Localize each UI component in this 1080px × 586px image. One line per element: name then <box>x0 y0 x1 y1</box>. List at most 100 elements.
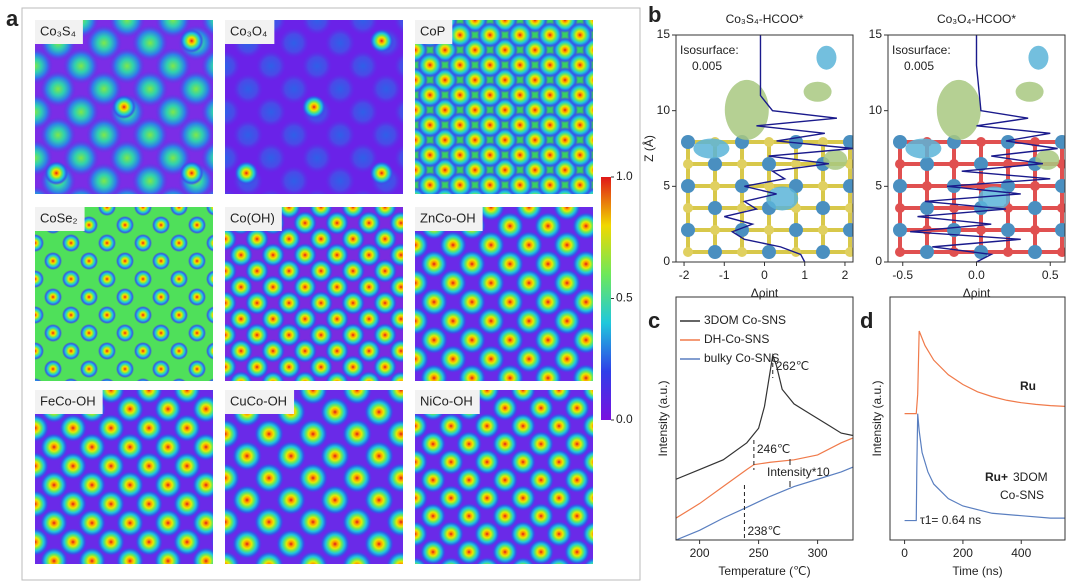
panel-label: d <box>860 308 873 333</box>
atom <box>762 157 776 171</box>
axes-frame <box>675 296 854 541</box>
atom <box>789 223 803 237</box>
y-tick-label: 15 <box>657 27 671 41</box>
annotation: 3DOM <box>1013 470 1048 484</box>
atom <box>818 181 828 191</box>
atom <box>922 181 932 191</box>
atom <box>1057 247 1065 257</box>
atom <box>1001 223 1015 237</box>
atom <box>895 159 905 169</box>
map-label: ZnCo-OH <box>420 210 476 225</box>
colorbar <box>601 177 611 420</box>
panel-label: b <box>648 2 661 27</box>
x-tick-label: 300 <box>808 546 828 560</box>
profile-line <box>724 35 853 262</box>
atom <box>1030 225 1040 235</box>
isosurface <box>905 138 942 159</box>
atom <box>1055 135 1065 149</box>
atom <box>764 181 774 191</box>
atom <box>895 203 905 213</box>
annotation: 0.005 <box>692 59 722 73</box>
chart-title: Co₃S₄-HCOO* <box>726 12 804 26</box>
legend-label: bulky Co-SNS <box>704 351 779 365</box>
map-label-box <box>415 390 480 414</box>
atom <box>974 157 988 171</box>
map-label: NiCo-OH <box>420 393 473 408</box>
atom <box>764 225 774 235</box>
x-tick-label: 2 <box>842 268 849 282</box>
map-label: Co(OH) <box>230 210 275 225</box>
x-tick-label: 200 <box>953 546 973 560</box>
x-tick-label: 0.5 <box>1042 268 1059 282</box>
map-hotspot <box>179 161 204 186</box>
atom <box>1028 201 1042 215</box>
panel-label: a <box>6 6 19 31</box>
atom <box>1055 179 1065 193</box>
profile-line <box>910 35 1058 262</box>
atom <box>845 247 853 257</box>
annotation: τ1= 0.64 ns <box>920 513 981 527</box>
x-axis-label: Δρint <box>963 286 991 300</box>
atom <box>974 245 988 259</box>
atom <box>843 223 853 237</box>
map-label: CoSe₂ <box>40 210 78 225</box>
atom <box>708 245 722 259</box>
y-tick-label: 0 <box>663 254 670 268</box>
plot-area <box>676 352 853 540</box>
atom <box>681 223 695 237</box>
legend-label: 3DOM Co-SNS <box>704 313 786 327</box>
line <box>676 437 853 519</box>
isosurface <box>936 79 981 140</box>
atom <box>1055 223 1065 237</box>
axes-frame <box>887 34 1066 263</box>
atom <box>735 179 749 193</box>
atom <box>683 247 693 257</box>
map-label: CoP <box>420 23 445 38</box>
y-axis-label: Z (Å) <box>641 135 656 162</box>
map <box>225 390 403 564</box>
x-tick-label: 0.0 <box>968 268 985 282</box>
atom <box>920 245 934 259</box>
atom <box>737 203 747 213</box>
atom <box>764 137 774 147</box>
map-hotspot <box>44 161 69 186</box>
axes-frame <box>889 296 1066 541</box>
map-label-box <box>225 207 282 231</box>
atom <box>1030 181 1040 191</box>
atom <box>895 247 905 257</box>
atom <box>893 223 907 237</box>
atom <box>737 159 747 169</box>
annotation: Co-SNS <box>1000 488 1044 502</box>
annotation: Intensity*10 <box>767 465 830 479</box>
isosurface <box>816 45 837 70</box>
atom <box>1001 135 1015 149</box>
line <box>676 352 853 480</box>
x-tick-label: -1 <box>719 268 730 282</box>
y-tick-label: 5 <box>663 179 670 193</box>
map-label: CuCo-OH <box>230 393 287 408</box>
map-label-box <box>415 207 483 231</box>
axes-frame <box>675 34 854 263</box>
isosurface <box>1035 149 1060 170</box>
line <box>904 330 1065 415</box>
atom <box>947 223 961 237</box>
colorbar-tick-label: 0.5 <box>616 291 633 305</box>
colorbar-tick-label: 1.0 <box>616 169 633 183</box>
annotation: Isosurface: <box>892 43 951 57</box>
map-label-box <box>35 20 83 44</box>
atom <box>681 135 695 149</box>
isosurface <box>803 81 832 102</box>
map-label-box <box>35 390 103 414</box>
atom <box>893 179 907 193</box>
map-label: Co₃S₄ <box>40 23 76 38</box>
map <box>415 20 593 194</box>
atom <box>1057 203 1065 213</box>
y-axis-label: Intensity (a.u.) <box>870 380 884 456</box>
map-hotspot <box>302 95 326 119</box>
isosurface <box>1015 81 1044 102</box>
map-hotspot <box>234 161 259 186</box>
map-label: FeCo-OH <box>40 393 96 408</box>
atom <box>737 247 747 257</box>
map-label-box <box>225 390 295 414</box>
